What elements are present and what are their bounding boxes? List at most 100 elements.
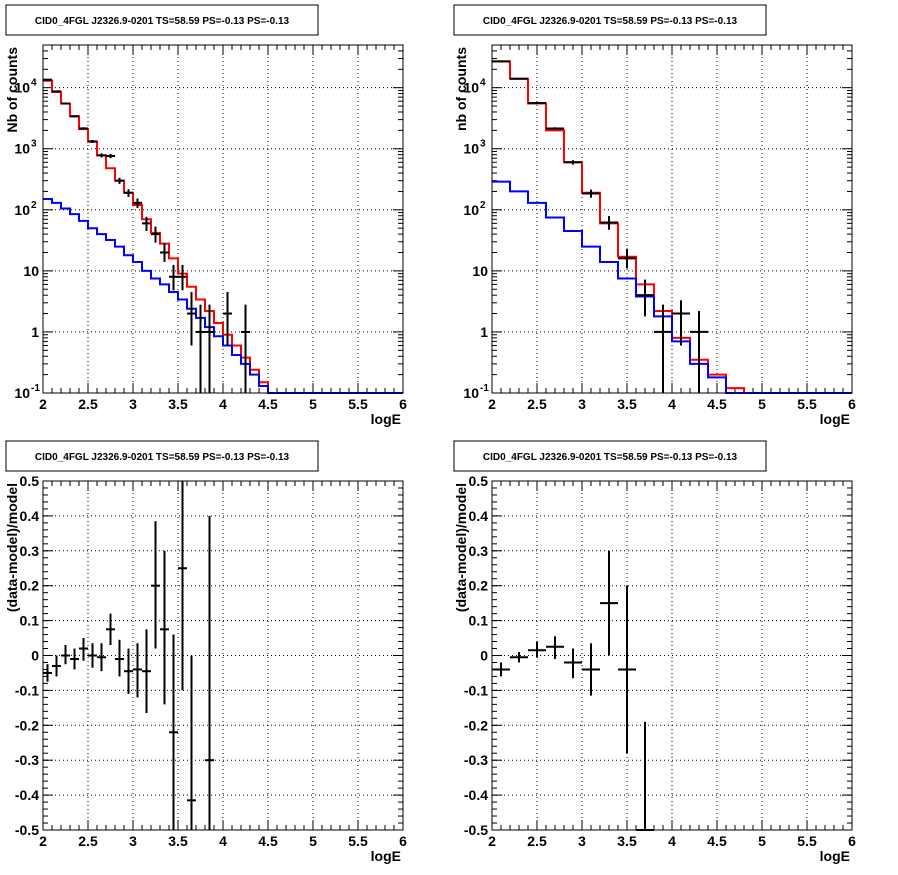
y-tick-exponent: 2 [480, 200, 486, 211]
x-tick-label: 3 [578, 396, 586, 412]
title-box [5, 4, 319, 36]
data-point [133, 198, 142, 209]
y-tick-label: 10 [14, 202, 30, 218]
data-point [115, 639, 124, 677]
data-point [106, 613, 115, 646]
y-tick-label: 0.3 [20, 543, 40, 559]
x-tick-label: 2 [488, 396, 496, 412]
data-point [241, 304, 250, 393]
y-tick-label: -0.4 [464, 787, 488, 803]
y-tick-label: 0.4 [20, 508, 40, 524]
data-point [187, 655, 196, 830]
y-tick-label: 0 [480, 648, 488, 664]
y-tick-label: 10 [14, 80, 30, 96]
x-tick-label: 3.5 [617, 396, 637, 412]
plot-frame [42, 480, 404, 831]
y-tick-label: -0.5 [15, 822, 39, 838]
data-point [97, 153, 106, 158]
x-tick-label: 3 [129, 396, 137, 412]
y-tick-label: -0.2 [464, 717, 488, 733]
chart-title: CID0_4FGL J2326.9-0201 TS=58.59 PS=-0.13… [483, 16, 738, 27]
data-point [672, 300, 690, 346]
data-point [43, 664, 52, 682]
y-tick-label: 10 [463, 80, 479, 96]
x-tick-label: 4 [219, 833, 227, 849]
data-point [142, 216, 151, 231]
y-tick-label: 10 [472, 263, 488, 279]
data-point [133, 643, 142, 698]
x-tick-label: 6 [399, 396, 407, 412]
x-tick-label: 3.5 [168, 833, 188, 849]
data-point [151, 521, 160, 649]
x-tick-label: 5 [309, 396, 317, 412]
data-point [564, 648, 582, 679]
data-point [492, 60, 510, 63]
y-tick-label: -0.1 [464, 682, 488, 698]
x-tick-label: 4 [668, 396, 676, 412]
x-tick-label: 5.5 [348, 396, 368, 412]
x-tick-label: 5 [309, 833, 317, 849]
y-tick-label: 0.1 [469, 613, 489, 629]
y-axis-label: (data-model)/model [4, 483, 20, 612]
y-tick-label: 0.3 [469, 543, 489, 559]
x-tick-label: 4.5 [258, 396, 278, 412]
x-tick-label: 5 [758, 833, 766, 849]
data-point [187, 292, 196, 346]
x-tick-label: 6 [848, 833, 856, 849]
x-tick-label: 2.5 [527, 833, 547, 849]
x-tick-label: 3.5 [168, 396, 188, 412]
data-point [223, 292, 232, 346]
data-point [169, 634, 178, 830]
y-tick-label: 10 [463, 202, 479, 218]
x-tick-label: 6 [848, 396, 856, 412]
data-point [70, 115, 79, 118]
data-point [160, 243, 169, 262]
data-point [600, 550, 618, 656]
x-tick-label: 4.5 [258, 833, 278, 849]
data-point [52, 90, 61, 93]
y-tick-exponent: 3 [480, 139, 486, 150]
data-point [690, 311, 708, 393]
x-tick-label: 5.5 [348, 833, 368, 849]
y-tick-label: -0.3 [15, 752, 39, 768]
data-point [124, 648, 133, 694]
y-tick-exponent: 4 [480, 78, 486, 89]
y-tick-label: -0.5 [464, 822, 488, 838]
y-tick-label: 10 [463, 385, 479, 401]
x-tick-label: 2.5 [78, 833, 98, 849]
y-tick-label: 10 [14, 385, 30, 401]
y-tick-label: 10 [463, 141, 479, 157]
chart-title: CID0_4FGL J2326.9-0201 TS=58.59 PS=-0.13… [35, 16, 290, 27]
chart-title: CID0_4FGL J2326.9-0201 TS=58.59 PS=-0.13… [483, 452, 738, 463]
y-axis-label: nb of counts [453, 47, 469, 131]
y-tick-label: -0.4 [15, 787, 39, 803]
x-axis-label: logE [820, 848, 850, 864]
y-tick-label: 10 [23, 263, 39, 279]
plot-frame [491, 480, 853, 831]
data-point [564, 160, 582, 165]
y-tick-label: 0.2 [20, 578, 40, 594]
x-tick-label: 5.5 [797, 396, 817, 412]
data-point [151, 226, 160, 243]
y-tick-label: -0.2 [15, 717, 39, 733]
y-axis-label: (data-model)/model [453, 483, 469, 612]
chart-panel-bottom-right: 2 2.5 3 3.5 4 4.5 5 5.5 6 -0.5 -0.4 -0.3 -0.2 -0.1 0 0.… [453, 440, 856, 864]
x-tick-label: 2 [488, 833, 496, 849]
x-axis-label: logE [820, 411, 850, 427]
data-point [115, 177, 124, 184]
data-point [178, 481, 187, 691]
title-box [453, 4, 767, 36]
x-tick-label: 6 [399, 833, 407, 849]
y-tick-label: 0 [31, 648, 39, 664]
data-point [582, 189, 600, 198]
y-tick-label: 0.2 [469, 578, 489, 594]
y-tick-label: -0.3 [464, 752, 488, 768]
data-point [61, 102, 70, 105]
y-tick-label: -0.1 [15, 682, 39, 698]
x-tick-label: 4 [668, 833, 676, 849]
data-point [205, 304, 214, 393]
data-point [88, 643, 97, 668]
